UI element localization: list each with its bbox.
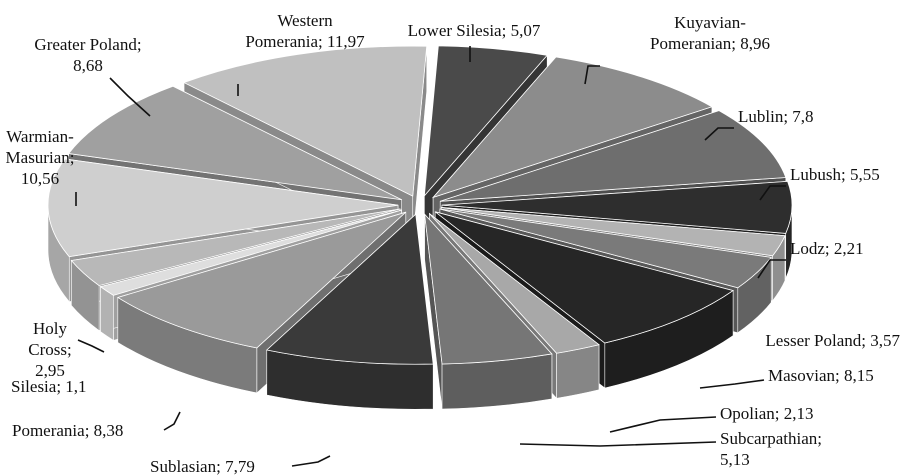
data-label-line: Masovian; 8,15 — [768, 366, 874, 385]
slice-rim-opolian — [556, 344, 600, 399]
slice-top-lubush — [441, 180, 793, 234]
data-label-line: 10,56 — [21, 169, 59, 188]
slice-top-lublin — [440, 110, 787, 202]
pie-slices — [47, 45, 793, 410]
data-label-lower-silesia: Lower Silesia; 5,07 — [408, 21, 541, 40]
data-label-line: Masurian; — [6, 148, 75, 167]
data-label-kuyavian-pomeranian: Kuyavian- Pomeranian; 8,96 — [650, 13, 770, 53]
slice-top-lesser-poland — [439, 208, 772, 289]
slice-top-lower-silesia — [423, 45, 548, 197]
data-label-opolian: Opolian; 2,13 — [720, 404, 814, 423]
slice-top-greater-poland — [67, 85, 402, 201]
data-label-lesser-poland: Lesser Poland; 3,57 — [765, 331, 900, 350]
data-label-holy-cross: Holy Cross; 2,95 — [28, 319, 71, 380]
data-label-line: Opolian; 2,13 — [720, 404, 814, 423]
slice-top-western-pomerania — [183, 45, 428, 197]
data-label-silesia: Silesia; 1,1 — [11, 377, 87, 396]
leader-line-lublin — [704, 127, 734, 141]
data-label-masovian: Masovian; 8,15 — [768, 366, 874, 385]
slice-top-kuyavian-pomeranian — [431, 56, 713, 199]
data-label-line: Warmian- — [6, 127, 74, 146]
slice-top-pomerania — [116, 211, 407, 349]
data-label-line: Pomerania; 11,97 — [245, 32, 365, 51]
slice-top-warmian-masurian — [47, 158, 399, 258]
leader-line-masovian — [699, 379, 765, 389]
data-label-line: Kuyavian- — [674, 13, 746, 32]
slice-labels: Lower Silesia; 5,07 Kuyavian- Pomeranian; … — [6, 11, 901, 476]
data-label-line: Lubush; 5,55 — [790, 165, 880, 184]
data-label-line: Cross; — [28, 340, 71, 359]
leader-line-opolian — [609, 416, 717, 433]
data-label-line: Subcarpathian; — [720, 429, 822, 448]
data-label-line: Lesser Poland; 3,57 — [765, 331, 900, 350]
data-label-line: 8,68 — [73, 56, 103, 75]
data-label-line: Pomerania; 8,38 — [12, 421, 123, 440]
leader-line-kuyavian-pomeranian — [584, 65, 600, 85]
data-label-line: Holy — [33, 319, 68, 338]
leader-line-holy-cross — [77, 339, 105, 353]
data-label-line: Sublasian; 7,79 — [150, 457, 255, 476]
data-label-western-pomerania: Western Pomerania; 11,97 — [245, 11, 365, 51]
data-label-warmian-masurian: Warmian- Masurian; 10,56 — [6, 127, 75, 188]
leader-line-pomerania — [163, 411, 181, 431]
slice-top-opolian — [429, 213, 600, 354]
slice-subcarpathian — [424, 213, 553, 410]
data-label-line: Silesia; 1,1 — [11, 377, 87, 396]
leader-line-lodz — [757, 259, 786, 279]
data-label-line: 2,95 — [35, 361, 65, 380]
slice-top-sublasian — [265, 213, 434, 365]
leader-line-greater-poland — [109, 77, 151, 117]
data-label-lubush: Lubush; 5,55 — [790, 165, 880, 184]
slice-top-holy-cross — [70, 208, 401, 287]
slice-rim-silesia — [100, 286, 114, 341]
data-label-line: Lublin; 7,8 — [738, 107, 814, 126]
data-label-line: Pomeranian; 8,96 — [650, 34, 770, 53]
data-label-line: Greater Poland; — [34, 35, 141, 54]
data-label-subcarpathian: Subcarpathian; 5,13 — [720, 429, 822, 469]
data-label-line: Lower Silesia; 5,07 — [408, 21, 541, 40]
slice-top-masovian — [434, 211, 735, 344]
data-label-lodz: Lodz; 2,21 — [790, 239, 864, 258]
slice-top-subcarpathian — [424, 213, 553, 365]
data-label-line: Western — [277, 11, 333, 30]
label-leader-lines — [75, 46, 786, 467]
leader-line-sublasian — [291, 455, 331, 467]
data-label-sublasian: Sublasian; 7,79 — [150, 457, 255, 476]
data-label-lublin: Lublin; 7,8 — [738, 107, 814, 126]
leader-line-lubush — [759, 185, 786, 201]
data-label-pomerania: Pomerania; 8,38 — [12, 421, 123, 440]
slice-top-silesia — [99, 209, 402, 296]
data-label-line: 5,13 — [720, 450, 750, 469]
data-label-greater-poland: Greater Poland; 8,68 — [34, 35, 141, 75]
slice-sublasian — [265, 213, 434, 410]
data-label-line: Lodz; 2,21 — [790, 239, 864, 258]
slice-top-lodz — [441, 207, 786, 257]
leader-line-subcarpathian — [519, 441, 717, 447]
